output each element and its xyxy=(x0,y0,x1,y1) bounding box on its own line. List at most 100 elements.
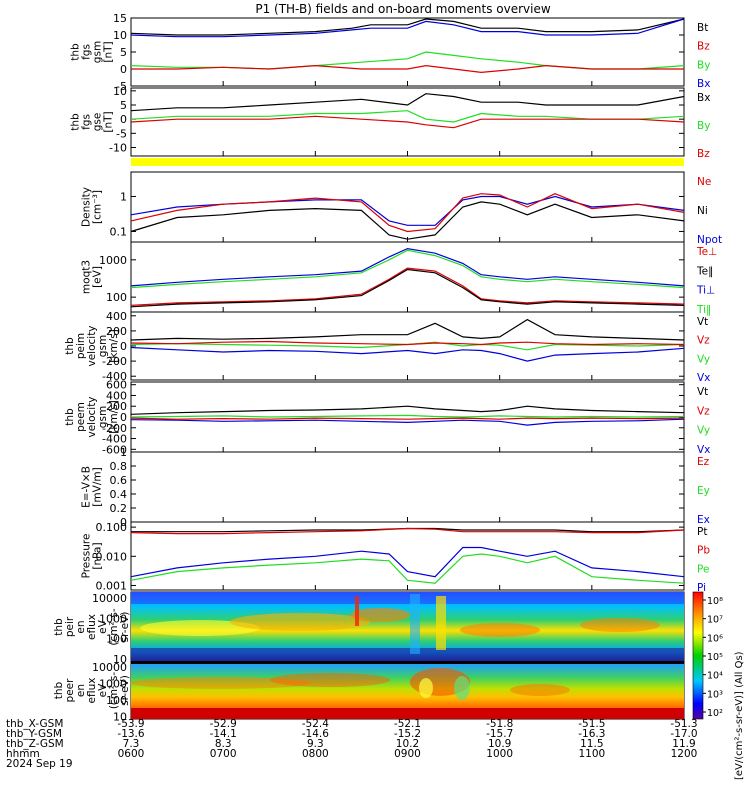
legend-Bt: Bt xyxy=(697,22,708,34)
legend-Bz: Bz xyxy=(697,148,710,160)
series-Vz xyxy=(130,340,685,346)
y-tick-label: 0.4 xyxy=(110,488,128,501)
y-tick-label: 0 xyxy=(120,113,127,126)
y-tick-label: 100 xyxy=(106,694,127,707)
y-axis-label: thbpeemvelocitygsm[km/s] xyxy=(64,396,120,437)
date-label: 2024 Sep 19 xyxy=(6,758,73,770)
legend-By: By xyxy=(697,120,710,132)
y-tick-label: 5 xyxy=(120,46,127,59)
y-axis-label: thbfgsgsm[nT] xyxy=(70,41,115,63)
ephemeris-value: -52.1 xyxy=(394,718,421,730)
y-tick-label: 15 xyxy=(113,12,127,25)
time-tick-label: 0600 xyxy=(118,748,145,760)
legend-Ti⊥: Ti⊥ xyxy=(696,285,715,297)
y-tick-label: 600 xyxy=(106,379,127,392)
y-tick-label: -400 xyxy=(102,370,127,383)
colorbar-tick-label: 10⁴ xyxy=(707,671,723,682)
series-Bt xyxy=(130,18,685,36)
ephemeris-value: 8.3 xyxy=(215,738,232,750)
panel-1: -5 0 5 10 15 thbfgsgsm[nT] Bt Bz By Bx xyxy=(70,12,711,93)
y-tick-label: 0.010 xyxy=(96,550,128,563)
y-tick-label: 10 xyxy=(113,29,127,42)
y-tick-label: 5 xyxy=(120,99,127,112)
series-By xyxy=(130,110,685,123)
plot-frame xyxy=(130,451,685,523)
legend-Pb: Pb xyxy=(697,545,710,557)
colorbar-tick-label: 10² xyxy=(707,708,723,719)
y-tick-label: 0.100 xyxy=(96,521,128,534)
y-axis-label: E=-V×B[mV/m] xyxy=(81,466,104,508)
series-Pi xyxy=(130,546,685,578)
y-tick-label: -200 xyxy=(102,422,127,435)
legend-Pe: Pe xyxy=(697,563,709,575)
colorbar: 10⁸ 10⁷ 10⁶ 10⁵ 10⁴ 10³ 10² [eV/(cm²-s-sr-eV)]… xyxy=(692,591,745,780)
y-tick-label: 400 xyxy=(106,310,127,323)
ephemeris-value: -13.6 xyxy=(117,728,144,740)
y-tick-label: -10 xyxy=(109,142,127,155)
y-tick-label: 10000 xyxy=(92,661,127,674)
series-Vx xyxy=(130,418,685,426)
y-tick-label: 1000 xyxy=(99,254,127,267)
y-tick-label: 1000 xyxy=(99,612,127,625)
legend-Vt: Vt xyxy=(697,316,708,328)
ion-spectrogram xyxy=(131,592,684,662)
ephemeris-value: -15.7 xyxy=(486,728,513,740)
spectrogram-separator xyxy=(131,661,684,664)
y-tick-label: 1 xyxy=(120,190,127,203)
ephemeris-value: 11.9 xyxy=(672,738,695,750)
ephemeris-label: thb_Z-GSM xyxy=(6,738,64,750)
ephemeris-value: -51.5 xyxy=(578,718,605,730)
ephemeris-value: -52.9 xyxy=(210,718,237,730)
legend-Ex: Ex xyxy=(697,514,710,526)
hhmm-label: hhmm xyxy=(6,748,40,760)
electron-spectrogram xyxy=(130,664,684,719)
series-Vz xyxy=(130,417,685,420)
series-Vt xyxy=(130,405,685,415)
series-Vy xyxy=(130,414,685,418)
panel-5: -400 -200 0 200 400 thbpeimvelocitygsm[km/s] V… xyxy=(64,310,710,384)
series-Te⊥ xyxy=(130,267,685,306)
ephemeris-value: -52.4 xyxy=(302,718,329,730)
legend-Vy: Vy xyxy=(697,353,710,365)
y-tick-label: 0 xyxy=(120,411,127,424)
legend-Vz: Vz xyxy=(697,405,710,417)
ephemeris-value: 11.5 xyxy=(580,738,603,750)
time-tick-label: 0800 xyxy=(302,748,329,760)
ephemeris-value: -14.1 xyxy=(210,728,237,740)
legend-Ey: Ey xyxy=(697,485,710,497)
ephemeris-value: 9.3 xyxy=(307,738,324,750)
y-axis-label: Pressure[nPa] xyxy=(81,534,104,579)
ephemeris-value: 7.3 xyxy=(123,738,140,750)
legend-Bz: Bz xyxy=(697,41,710,53)
y-tick-label: 100 xyxy=(106,633,127,646)
legend-Bx: Bx xyxy=(697,78,710,90)
ephemeris-value: -16.3 xyxy=(578,728,605,740)
ephemeris-value: -51.8 xyxy=(486,718,513,730)
time-tick-label: 1000 xyxy=(486,748,513,760)
plot-frame xyxy=(130,241,685,313)
legend-Ti‖: Ti‖ xyxy=(696,304,711,316)
series-Bx xyxy=(130,93,685,112)
y-axis-label: thbpeimvelocitygsm[km/s] xyxy=(64,325,120,366)
time-tick-label: 1100 xyxy=(578,748,605,760)
ephemeris-value: -15.2 xyxy=(394,728,421,740)
legend-Vx: Vx xyxy=(697,444,710,456)
y-tick-label: 0.1 xyxy=(110,225,128,238)
plot-frame xyxy=(130,311,685,381)
series-Ti‖ xyxy=(130,249,685,289)
series-Vx xyxy=(130,346,685,362)
y-tick-label: 0.8 xyxy=(110,460,128,473)
y-tick-label: 10 xyxy=(113,710,127,723)
legend-Pi: Pi xyxy=(697,582,706,594)
legend-Vt: Vt xyxy=(697,386,708,398)
y-tick-label: -5 xyxy=(116,127,127,140)
series-Ni xyxy=(130,201,685,240)
series-Ti⊥ xyxy=(130,247,685,287)
figure-title: P1 (TH-B) fields and on-board moments ov… xyxy=(255,2,551,16)
y-axis-label: moqt3[eV] xyxy=(81,260,104,294)
